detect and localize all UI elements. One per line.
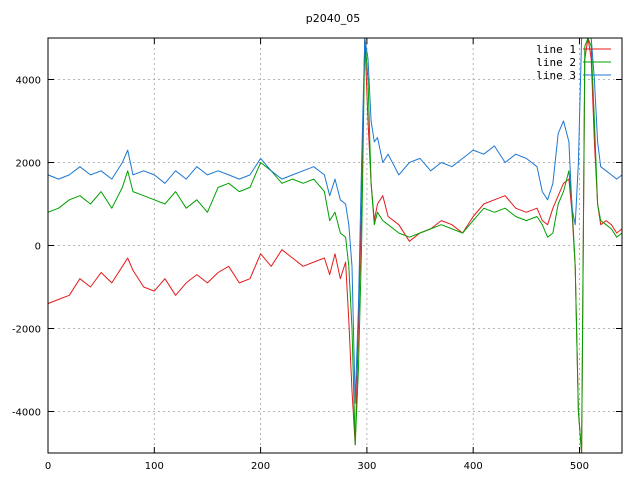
grid-lines bbox=[48, 38, 622, 453]
x-tick-label: 200 bbox=[251, 461, 270, 472]
x-tick-label: 400 bbox=[464, 461, 483, 472]
plot-area bbox=[48, 38, 622, 453]
y-tick-label: -2000 bbox=[12, 325, 41, 336]
series-line-3 bbox=[48, 38, 622, 404]
y-tick-label: -4000 bbox=[12, 408, 41, 419]
y-axis: -4000 -2000 0 2000 4000 bbox=[12, 76, 622, 419]
y-tick-label: 2000 bbox=[16, 159, 41, 170]
legend-label-1: line 1 bbox=[536, 43, 576, 56]
x-tick-label: 100 bbox=[145, 461, 164, 472]
chart-title: p2040_05 bbox=[306, 12, 360, 25]
x-axis: 0 100 200 300 400 500 bbox=[45, 38, 589, 472]
legend-label-3: line 3 bbox=[536, 69, 576, 82]
series-line-2 bbox=[48, 38, 622, 453]
y-tick-label: 0 bbox=[35, 242, 41, 253]
x-tick-label: 0 bbox=[45, 461, 51, 472]
x-tick-label: 300 bbox=[357, 461, 376, 472]
x-tick-label: 500 bbox=[570, 461, 589, 472]
legend-label-2: line 2 bbox=[536, 56, 576, 69]
y-tick-label: 4000 bbox=[16, 76, 41, 87]
